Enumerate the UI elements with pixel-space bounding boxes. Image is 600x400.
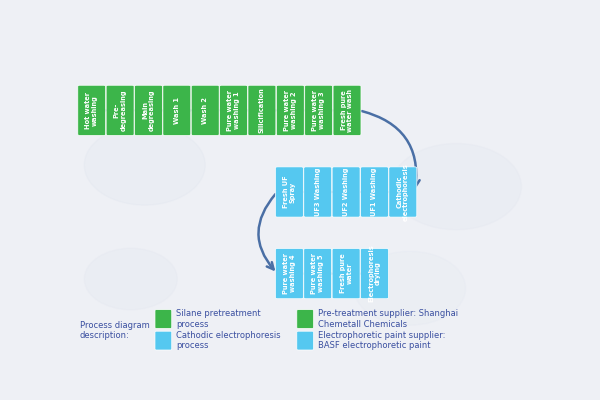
FancyBboxPatch shape	[297, 331, 314, 350]
Text: UF3 Washing: UF3 Washing	[315, 168, 321, 216]
FancyBboxPatch shape	[304, 248, 332, 299]
Text: Pure water
washing 3: Pure water washing 3	[313, 90, 325, 131]
FancyBboxPatch shape	[106, 85, 134, 136]
FancyBboxPatch shape	[277, 85, 304, 136]
Text: Process diagram
description:: Process diagram description:	[80, 320, 149, 340]
FancyBboxPatch shape	[155, 310, 172, 328]
Text: Pure water
washing 1: Pure water washing 1	[227, 90, 240, 131]
FancyBboxPatch shape	[275, 248, 304, 299]
FancyBboxPatch shape	[163, 85, 191, 136]
Circle shape	[354, 251, 466, 325]
Text: Hot water
washing: Hot water washing	[85, 92, 98, 129]
Text: Pure water
washing 4: Pure water washing 4	[283, 253, 296, 294]
FancyBboxPatch shape	[275, 167, 304, 217]
FancyBboxPatch shape	[78, 85, 106, 136]
Text: Fresh pure
water wash: Fresh pure water wash	[341, 89, 353, 132]
FancyBboxPatch shape	[297, 310, 314, 328]
Text: UF2 Washing: UF2 Washing	[343, 168, 349, 216]
FancyBboxPatch shape	[361, 248, 388, 299]
FancyBboxPatch shape	[333, 85, 361, 136]
FancyBboxPatch shape	[305, 85, 332, 136]
FancyBboxPatch shape	[134, 85, 163, 136]
FancyBboxPatch shape	[248, 85, 276, 136]
Circle shape	[85, 248, 178, 310]
Text: Main
degreasing: Main degreasing	[142, 90, 155, 131]
Text: UF1 Washing: UF1 Washing	[371, 168, 377, 216]
Text: Cathodic
electrophoresis: Cathodic electrophoresis	[397, 163, 409, 221]
Text: Electrophoretic paint supplier:
BASF electrophoretic paint: Electrophoretic paint supplier: BASF ele…	[318, 331, 445, 350]
Text: Fresh pure
water: Fresh pure water	[340, 254, 352, 294]
FancyBboxPatch shape	[332, 248, 360, 299]
FancyBboxPatch shape	[361, 167, 388, 217]
Text: Cathodic electrophoresis
process: Cathodic electrophoresis process	[176, 331, 281, 350]
Text: Fresh UF
Spray: Fresh UF Spray	[283, 176, 296, 208]
Text: Silicification: Silicification	[259, 88, 265, 133]
FancyBboxPatch shape	[304, 167, 332, 217]
FancyBboxPatch shape	[191, 85, 219, 136]
FancyBboxPatch shape	[220, 85, 248, 136]
Text: Pure water
washing 2: Pure water washing 2	[284, 90, 296, 131]
Circle shape	[84, 125, 205, 205]
Text: Pre-treatment supplier: Shanghai
Chemetall Chemicals: Pre-treatment supplier: Shanghai Chemeta…	[318, 309, 458, 329]
Text: Wash 1: Wash 1	[174, 97, 180, 124]
FancyBboxPatch shape	[332, 167, 360, 217]
FancyBboxPatch shape	[155, 331, 172, 350]
Text: Pure water
washing 5: Pure water washing 5	[311, 253, 324, 294]
Text: Silane pretreatment
process: Silane pretreatment process	[176, 309, 260, 329]
Text: Pre-
degreasing: Pre- degreasing	[114, 90, 127, 131]
Text: Wash 2: Wash 2	[202, 97, 208, 124]
FancyBboxPatch shape	[389, 167, 417, 217]
Text: Electrophoresis
drying: Electrophoresis drying	[368, 245, 381, 302]
Circle shape	[391, 144, 521, 230]
